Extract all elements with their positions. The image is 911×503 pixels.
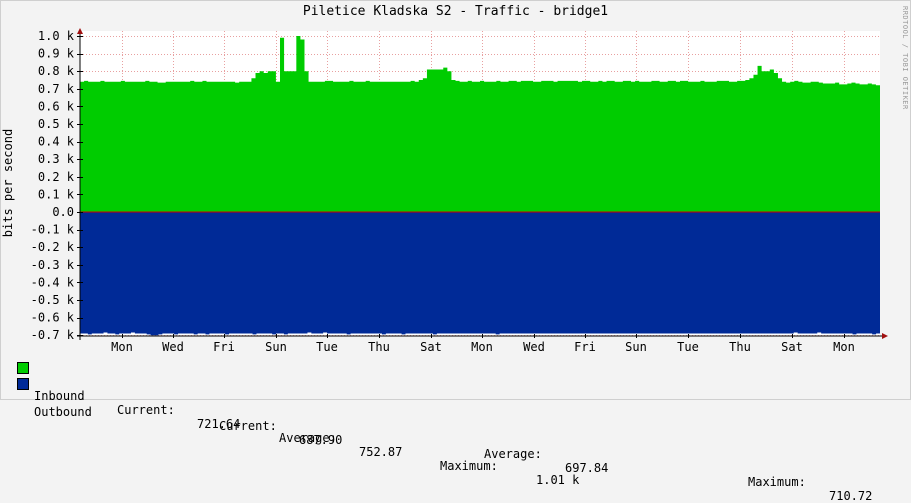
y-tick-label: -0.7 k [31, 328, 75, 342]
y-tick-label: 0.1 k [38, 187, 75, 201]
outbound-swatch-icon [17, 378, 29, 390]
inbound-swatch-icon [17, 362, 29, 374]
outbound-current-label: Current: [219, 419, 277, 433]
x-tick-label: Sat [420, 340, 442, 354]
y-tick-label: -0.3 k [31, 258, 75, 272]
x-axis-ticks: Mon Wed Fri Sun Tue Thu Sat Mon Wed Fri Sun Tue Thu S… [111, 334, 855, 354]
y-tick-label: 1.0 k [38, 29, 75, 43]
traffic-chart: 1.0 k 0.9 k 0.8 k 0.7 k 0.6 k 0.5 k 0.4 k 0.3 k… [31, 28, 888, 354]
y-tick-label: 0.0 [52, 205, 74, 219]
y-axis-arrow-icon [77, 28, 83, 34]
x-tick-label: Mon [833, 340, 855, 354]
outbound-label: Outbound [34, 405, 92, 419]
x-tick-label: Wed [523, 340, 545, 354]
x-tick-label: Sat [781, 340, 803, 354]
x-tick-label: Fri [574, 340, 596, 354]
outbound-current-value: 687.90 [299, 433, 343, 447]
chart-title: Piletice Kladska S2 - Traffic - bridge1 [302, 4, 609, 19]
x-tick-label: Thu [729, 340, 751, 354]
y-tick-label: -0.5 k [31, 293, 75, 307]
x-axis-arrow-icon [882, 333, 888, 339]
y-tick-label: -0.1 k [31, 223, 75, 237]
y-tick-label: 0.5 k [38, 117, 75, 131]
x-tick-label: Sun [625, 340, 647, 354]
x-tick-label: Mon [471, 340, 493, 354]
outbound-maximum-value: 710.72 [829, 489, 873, 503]
inbound-label: Inbound [34, 389, 85, 403]
inbound-maximum-value: 1.01 k [536, 473, 580, 487]
y-tick-label: 0.7 k [38, 82, 75, 96]
y-tick-label: 0.4 k [38, 135, 75, 149]
y-tick-label: 0.9 k [38, 47, 75, 61]
inbound-current-label: Current: [117, 403, 175, 417]
y-tick-label: 0.8 k [38, 64, 75, 78]
y-tick-label: -0.4 k [31, 275, 75, 289]
outbound-average-label: Average: [484, 447, 542, 461]
y-tick-label: 0.2 k [38, 170, 75, 184]
y-tick-label: -0.2 k [31, 240, 75, 254]
x-tick-label: Tue [677, 340, 699, 354]
inbound-area [80, 36, 880, 212]
outbound-maximum-label: Maximum: [748, 475, 806, 489]
outbound-area [80, 212, 880, 336]
y-tick-label: -0.6 k [31, 311, 75, 325]
x-tick-label: Thu [368, 340, 390, 354]
x-tick-label: Wed [162, 340, 184, 354]
y-tick-label: 0.3 k [38, 152, 75, 166]
y-tick-label: 0.6 k [38, 99, 75, 113]
inbound-maximum-label: Maximum: [440, 459, 498, 473]
legend-outbound: Outbound Current: 687.90 Average: 697.84… [0, 377, 911, 503]
outbound-average-value: 697.84 [565, 461, 609, 475]
x-tick-label: Tue [316, 340, 338, 354]
legend-inbound: Inbound Current: 721.64 Average: 752.87 … [0, 361, 911, 487]
y-axis-ticks: 1.0 k 0.9 k 0.8 k 0.7 k 0.6 k 0.5 k 0.4 k 0.3 k… [31, 29, 83, 342]
rrdtool-watermark: RRDTOOL / TOBI OETIKER [901, 6, 909, 110]
x-tick-label: Sun [265, 340, 287, 354]
inbound-average-value: 752.87 [359, 445, 403, 459]
x-tick-label: Mon [111, 340, 133, 354]
x-tick-label: Fri [213, 340, 235, 354]
